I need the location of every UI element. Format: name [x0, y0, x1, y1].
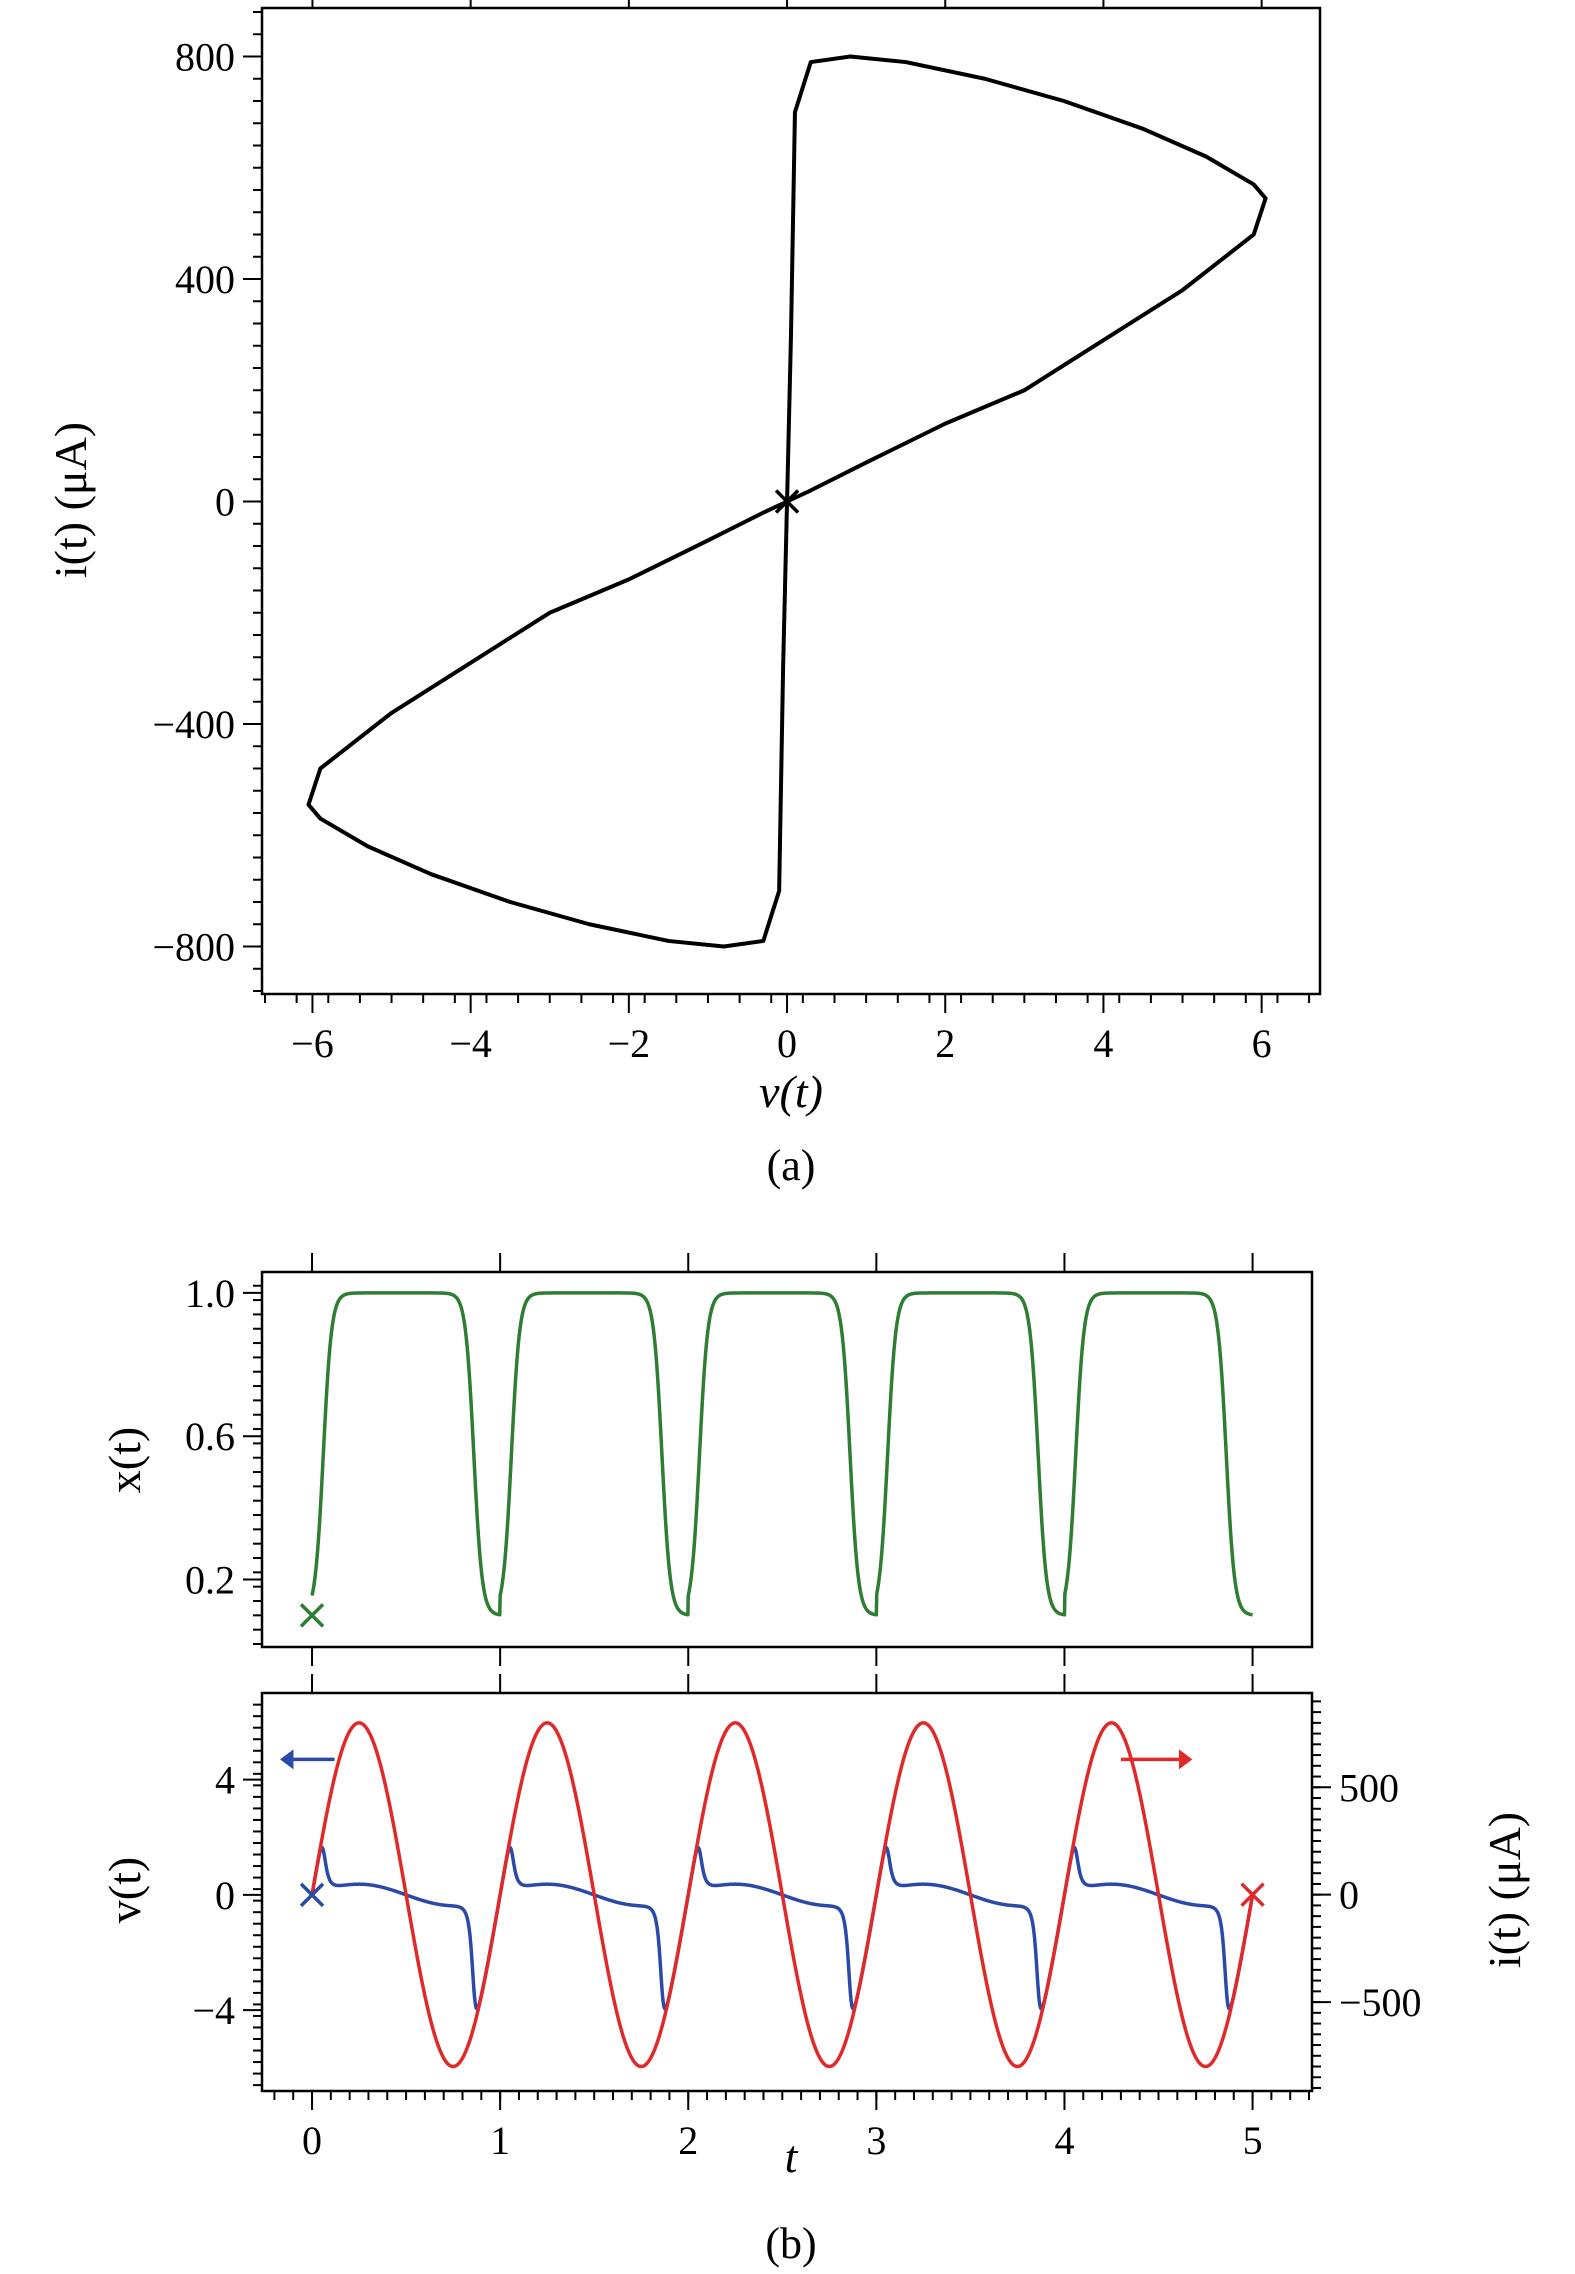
- x-tick-label: 2: [678, 2118, 698, 2163]
- y-axis-label-a: i(t) (μA): [45, 422, 96, 578]
- panel-b-bottom: 0 1 2 3 4 5 −4 0 4 −500 0 500 t v(t) i(t) (μA) (b): [99, 1674, 1530, 2268]
- voltage-curve: [310, 1845, 1255, 2011]
- x-tick-label: 0: [777, 1021, 797, 1066]
- x-tick-label: −6: [291, 1021, 334, 1066]
- start-marker: [774, 489, 800, 514]
- plot-frame-a: [260, 6, 1322, 996]
- y-right-tick-label: 0: [1339, 1873, 1359, 1918]
- y-tick-label: −4: [192, 1988, 235, 2033]
- y-tick-label: 0: [215, 1873, 235, 1918]
- right-axis-arrowhead: [1178, 1749, 1193, 1770]
- x-tick-label: 5: [1243, 2118, 1263, 2163]
- y-tick-label: 1.0: [185, 1271, 235, 1316]
- state-variable-curve: [310, 1291, 1254, 1617]
- x-tick-label: 4: [1093, 1021, 1113, 1066]
- x-tick-label: 2: [935, 1021, 955, 1066]
- x-tick-label: −2: [608, 1021, 651, 1066]
- x-tick-label: −4: [449, 1021, 492, 1066]
- plot-frame-b-bottom: [260, 1691, 1314, 2093]
- y-tick-label: −400: [152, 702, 235, 747]
- x-tick-label: 6: [1252, 1021, 1272, 1066]
- y-tick-label: 800: [175, 35, 235, 80]
- y-right-tick-label: 500: [1339, 1765, 1399, 1810]
- y-tick-label: 0.6: [185, 1414, 235, 1459]
- y-axis-label-b-top: x(t): [99, 1427, 150, 1493]
- panel-a: −6 −4 −2 0 2 4 6 −800 −400 0 400 800 v(t) i(t) (μA)…: [45, 0, 1322, 1190]
- x-axis-label-a: v(t): [759, 1066, 823, 1117]
- caption-b: (b): [765, 2219, 816, 2268]
- y-right-tick-label: −500: [1339, 1980, 1422, 2025]
- x-tick-label: 1: [490, 2118, 510, 2163]
- voltage-start-marker: [299, 1882, 325, 1908]
- x-tick-label: 4: [1054, 2118, 1074, 2163]
- x-axis-label-b: t: [785, 2131, 799, 2182]
- y-tick-label: 400: [175, 257, 235, 302]
- start-marker: [299, 1603, 325, 1628]
- plot-frame-b-top: [260, 1270, 1314, 1649]
- current-curve: [310, 1721, 1255, 2069]
- y-tick-label: −800: [152, 925, 235, 970]
- x-tick-label: 0: [302, 2118, 322, 2163]
- y-axis-label-b-right: i(t) (μA): [1479, 1812, 1530, 1968]
- left-axis-arrowhead: [280, 1749, 294, 1770]
- y-axis-label-b-bottom: v(t): [99, 1857, 150, 1923]
- panel-b-top: 0.2 0.6 1.0 x(t): [99, 1253, 1314, 1666]
- x-tick-label: 3: [866, 2118, 886, 2163]
- y-tick-label: 0.2: [185, 1558, 235, 1603]
- current-end-marker: [1240, 1882, 1265, 1907]
- y-tick-label: 0: [215, 480, 235, 525]
- caption-a: (a): [767, 1141, 816, 1190]
- y-tick-label: 4: [215, 1758, 235, 1803]
